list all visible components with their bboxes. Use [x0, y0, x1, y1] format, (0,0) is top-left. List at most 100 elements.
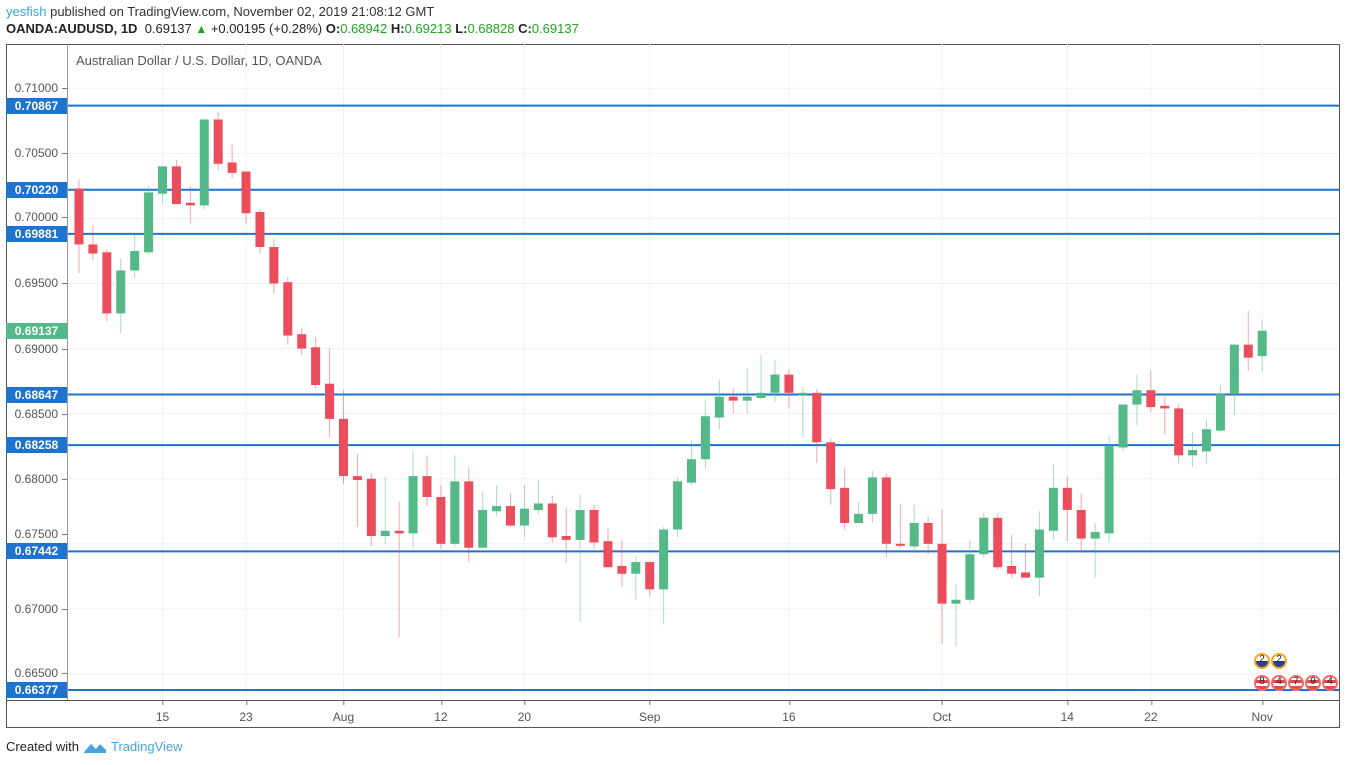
current-price-label: 0.69137 [6, 322, 67, 339]
tradingview-logo-icon [83, 743, 106, 753]
candle-body-down [645, 562, 655, 590]
candle-body-up [380, 530, 390, 536]
time-tick-label: Oct [932, 701, 952, 724]
candle-body-down [1160, 405, 1170, 409]
candle-body-up [686, 459, 696, 483]
up-arrow-icon: ▲ [195, 22, 208, 36]
candle-body-up [631, 562, 641, 574]
level-price-label: 0.69881 [6, 225, 67, 242]
chart-title: Australian Dollar / U.S. Dollar, 1D, OAN… [76, 53, 322, 68]
level-price-label: 0.68647 [6, 386, 67, 403]
candle-body-up [659, 529, 669, 590]
candle-body-down [269, 247, 279, 284]
candle-body-up [909, 522, 919, 547]
time-tick-label: 22 [1144, 701, 1158, 724]
us-event-flag-icon[interactable]: 8 [1254, 675, 1270, 691]
price-tick-label: 0.68500 [14, 406, 67, 421]
candle-body-down [937, 543, 947, 604]
au-event-flag-icon[interactable]: 2 [1271, 653, 1287, 669]
price-tick-label: 0.69000 [14, 341, 67, 356]
us-event-flag-icon[interactable]: 7 [1288, 675, 1304, 691]
candle-body-down [171, 166, 181, 205]
candle-body-up [1104, 446, 1114, 534]
price-axis[interactable]: 0.71000 0.70500 0.70000 0.69500 0.69000 0.685… [6, 44, 68, 700]
candle-body-up [1132, 390, 1142, 405]
candle-body-up [199, 119, 209, 206]
candle-body-down [213, 119, 223, 164]
candle-body-down [923, 522, 933, 544]
candle-body-down [283, 282, 293, 336]
candle-body-down [74, 188, 84, 245]
footer: Created with TradingView [6, 739, 183, 754]
time-tick-label: 12 [434, 701, 448, 724]
created-with-text: Created with [6, 739, 79, 754]
candle-body-up [979, 517, 989, 555]
candle-body-down [241, 171, 251, 214]
price-tick-label: 0.70500 [14, 146, 67, 161]
candle-body-up [867, 477, 877, 514]
candle-body-up [450, 481, 460, 544]
candle-body-down [784, 374, 794, 393]
candle-body-down [1243, 344, 1253, 358]
candle-body-up [1229, 344, 1239, 395]
candle-body-down [227, 162, 237, 173]
candle-body-down [506, 506, 516, 526]
candle-body-down [311, 347, 321, 386]
candle-body-up [965, 554, 975, 600]
candle-body-down [102, 252, 112, 314]
symbol: OANDA:AUDUSD, 1D [6, 21, 138, 36]
time-tick-label: 23 [239, 701, 253, 724]
price-tick-label: 0.71000 [14, 81, 67, 96]
candle-body-up [700, 416, 710, 460]
level-price-label: 0.66377 [6, 681, 67, 698]
time-tick-label: 14 [1060, 701, 1074, 724]
candle-body-down [1021, 572, 1031, 578]
candle-body-up [158, 166, 168, 194]
candle-body-up [519, 508, 529, 526]
candle-body-up [492, 506, 502, 512]
candle-body-down [185, 202, 195, 206]
price-tick-label: 0.66500 [14, 665, 67, 680]
candle-body-up [1090, 532, 1100, 539]
time-tick-label: 16 [782, 701, 796, 724]
candle-body-up [116, 270, 126, 314]
candle-body-up [1215, 394, 1225, 431]
candle-body-up [533, 503, 543, 510]
candle-body-up [1257, 330, 1267, 357]
candle-body-down [394, 530, 404, 534]
candle-body-down [812, 392, 822, 443]
price-tick-label: 0.67500 [14, 527, 67, 542]
candle-body-down [1062, 487, 1072, 510]
us-event-flag-icon[interactable]: 9 [1305, 675, 1321, 691]
candle-body-down [895, 543, 905, 546]
tradingview-link[interactable]: TradingView [110, 739, 183, 754]
candle-body-up [1202, 429, 1212, 452]
candle-body-down [255, 211, 265, 248]
time-axis[interactable]: 15 23 Aug 12 20 Sep 16 Oct 14 22 Nov [6, 700, 1340, 729]
time-tick-label: Aug [332, 701, 355, 724]
price-tick-label: 0.67000 [14, 601, 67, 616]
us-event-flag-icon[interactable]: 4 [1322, 675, 1338, 691]
au-event-flag-icon[interactable]: 2 [1254, 653, 1270, 669]
candle-body-down [617, 565, 627, 574]
author-link[interactable]: yesfish [6, 4, 47, 19]
time-tick-label: 15 [155, 701, 170, 724]
plot-area[interactable] [67, 44, 1339, 700]
us-event-flag-icon[interactable]: 4 [1271, 675, 1287, 691]
candle-body-down [826, 442, 836, 490]
time-tick-label: Sep [639, 701, 661, 724]
candle-body-down [352, 476, 362, 481]
candle-body-down [436, 496, 446, 544]
open-value: 0.68942 [340, 21, 388, 36]
candle-body-down [589, 509, 599, 543]
last-price: 0.69137 [144, 21, 192, 36]
candle-body-up [673, 481, 683, 530]
candlestick-chart [67, 44, 1339, 700]
candle-body-down [1146, 390, 1156, 408]
level-price-label: 0.68258 [6, 437, 67, 454]
candle-body-down [88, 244, 98, 254]
candle-body-down [464, 481, 474, 548]
candle-body-up [144, 192, 154, 253]
candle-body-down [325, 383, 335, 419]
